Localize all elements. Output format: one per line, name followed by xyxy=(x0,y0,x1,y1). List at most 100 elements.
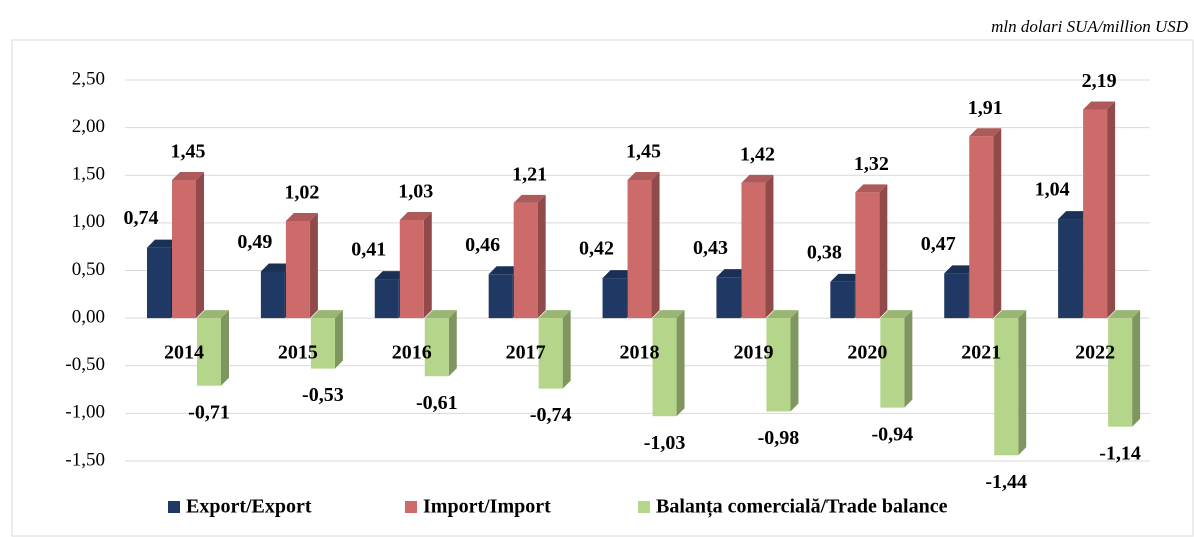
legend-label: Export/Export xyxy=(186,496,312,518)
bar xyxy=(944,273,969,319)
bar-top xyxy=(741,174,774,183)
bar xyxy=(285,220,310,319)
bar-side xyxy=(904,310,913,408)
y-tick-label: 2,50 xyxy=(72,68,105,89)
bar-side xyxy=(993,128,1002,319)
data-label: -0,94 xyxy=(871,423,913,445)
bar-top xyxy=(880,310,913,319)
data-label: -1,44 xyxy=(985,471,1027,493)
data-label: 1,02 xyxy=(284,182,319,204)
bar-top xyxy=(627,172,660,181)
bar-top xyxy=(944,265,977,274)
data-label: 0,47 xyxy=(921,233,956,255)
bar-side xyxy=(1018,310,1027,456)
bar xyxy=(855,192,880,319)
data-label: 1,03 xyxy=(398,181,433,203)
data-label: 1,21 xyxy=(512,163,547,185)
bar-top xyxy=(969,128,1002,137)
bar-top xyxy=(652,310,685,319)
bar xyxy=(1058,219,1083,319)
x-tick-label: 2014 xyxy=(164,342,204,364)
bar xyxy=(741,182,766,319)
x-tick-label: 2020 xyxy=(847,342,887,364)
legend-label: Import/Import xyxy=(423,496,551,518)
bar-top xyxy=(172,172,204,181)
bar-top xyxy=(830,273,863,282)
bar-top xyxy=(147,239,179,248)
data-label: 0,42 xyxy=(579,238,614,260)
data-label: 0,74 xyxy=(124,207,159,229)
legend-swatch xyxy=(405,501,417,513)
bar-side xyxy=(676,310,685,417)
bar-top xyxy=(488,266,521,275)
bar-top xyxy=(197,310,229,319)
bar-side xyxy=(1132,310,1141,427)
x-tick-label: 2017 xyxy=(506,342,546,364)
data-label: 0,43 xyxy=(693,237,728,259)
bar xyxy=(1083,109,1108,319)
data-label: -0,74 xyxy=(530,404,572,426)
y-tick-label: -1,00 xyxy=(65,402,105,423)
data-label: 0,41 xyxy=(351,239,386,261)
bar-side xyxy=(651,172,660,319)
bar-top xyxy=(424,310,457,319)
bar xyxy=(880,318,905,408)
y-tick-label: -1,50 xyxy=(65,449,105,470)
y-tick-label: 1,50 xyxy=(72,164,105,185)
data-label: -1,03 xyxy=(644,432,686,454)
y-tick-label: 1,00 xyxy=(72,211,105,232)
y-tick-label: 0,00 xyxy=(72,306,105,327)
bar xyxy=(147,247,171,319)
y-tick-label: 0,50 xyxy=(72,259,105,280)
bar-top xyxy=(513,194,546,203)
chart-border xyxy=(11,39,1194,537)
data-label: 1,42 xyxy=(740,143,775,165)
bar-top xyxy=(716,269,749,278)
bar xyxy=(830,281,855,319)
bar xyxy=(1108,318,1133,427)
bar-side xyxy=(309,212,318,319)
data-label: 0,38 xyxy=(807,242,842,264)
data-label: 1,91 xyxy=(968,97,1003,119)
bar-side xyxy=(221,310,229,386)
bar-top xyxy=(285,212,318,221)
data-label: 1,04 xyxy=(1035,179,1070,201)
bar-top xyxy=(1083,101,1116,110)
x-tick-label: 2016 xyxy=(392,342,432,364)
bar-side xyxy=(790,310,799,412)
bar-side xyxy=(196,172,204,319)
bar xyxy=(716,277,741,319)
unit-label: mln dolari SUA/million USD xyxy=(991,17,1189,36)
data-label: 1,45 xyxy=(171,141,206,163)
bar-top xyxy=(1058,211,1091,220)
data-label: 0,46 xyxy=(465,234,500,256)
bar xyxy=(766,318,791,412)
y-tick-label: -0,50 xyxy=(65,354,105,375)
x-tick-label: 2018 xyxy=(620,342,660,364)
data-label: 0,49 xyxy=(237,231,272,253)
bar xyxy=(172,180,196,319)
bar-side xyxy=(562,310,571,389)
x-tick-label: 2022 xyxy=(1075,342,1115,364)
data-label: -0,61 xyxy=(416,392,458,414)
bar-side xyxy=(1107,101,1116,319)
data-label: -0,53 xyxy=(302,384,344,406)
bar xyxy=(310,318,335,369)
legend-swatch xyxy=(638,501,650,513)
x-tick-label: 2021 xyxy=(961,342,1001,364)
bar xyxy=(652,318,677,417)
bar-top xyxy=(310,310,343,319)
bar-top xyxy=(855,184,888,193)
bar-top xyxy=(260,263,293,272)
bar xyxy=(627,180,652,319)
data-label: 2,19 xyxy=(1082,70,1117,92)
y-tick-label: 2,00 xyxy=(72,116,105,137)
legend-swatch xyxy=(168,501,180,513)
bar-side xyxy=(765,174,774,319)
bar xyxy=(399,220,424,319)
data-label: -1,14 xyxy=(1099,442,1141,464)
bar xyxy=(538,318,563,389)
bar xyxy=(260,271,285,319)
bar xyxy=(424,318,449,377)
